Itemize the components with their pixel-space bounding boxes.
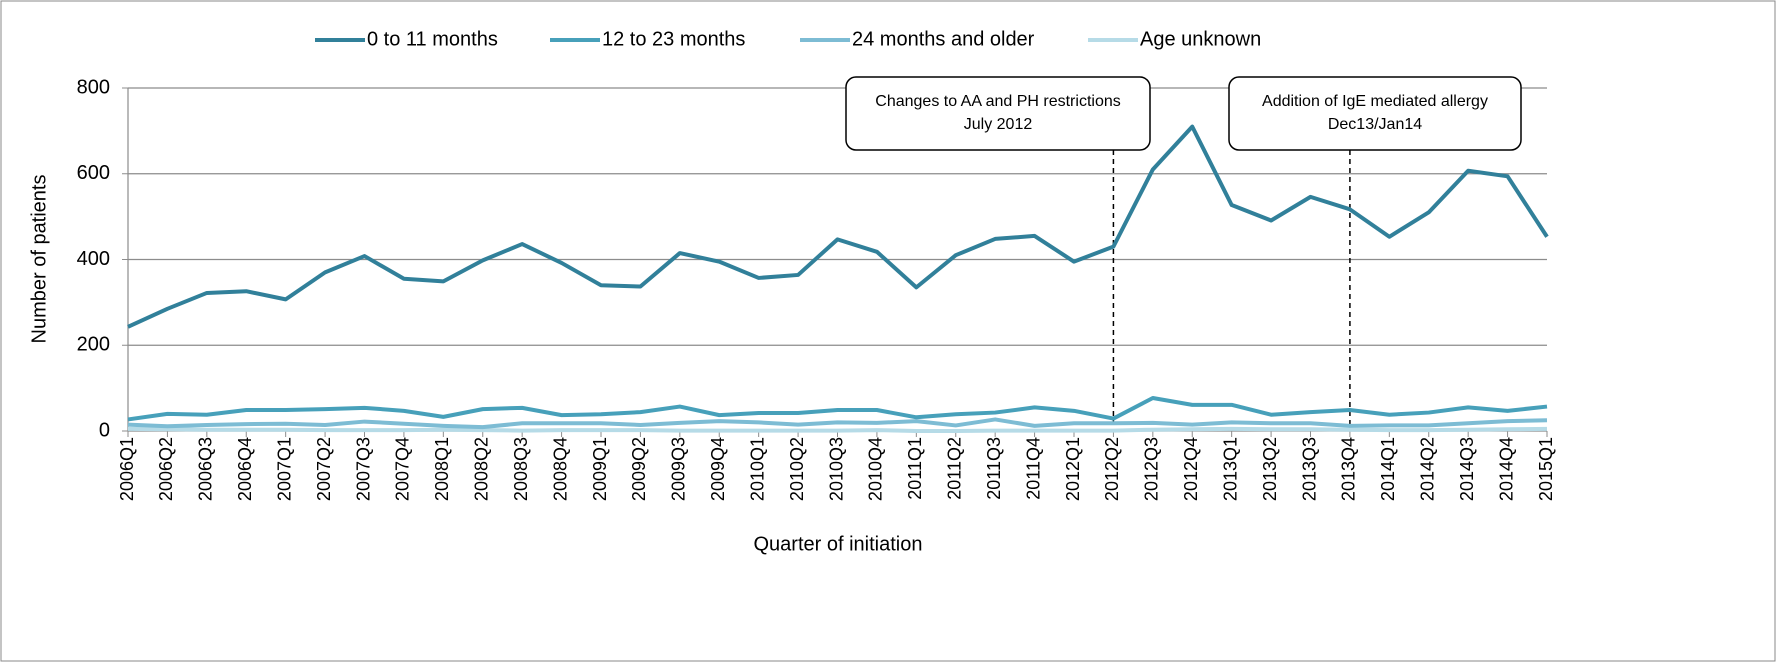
- y-tick-label: 200: [77, 334, 110, 356]
- x-tick-label: 2008Q2: [472, 437, 492, 501]
- annotation-box: [845, 76, 1151, 151]
- legend-label: Age unknown: [1140, 28, 1261, 50]
- x-tick-label: 2009Q2: [629, 437, 649, 501]
- x-tick-label: 2006Q4: [235, 437, 255, 501]
- x-tick-label: 2011Q4: [1023, 437, 1043, 500]
- series-line: [127, 426, 1548, 433]
- x-tick-label: 2008Q3: [511, 437, 531, 501]
- x-tick-label: 2011Q3: [984, 437, 1004, 500]
- y-axis-title: Number of patients: [28, 175, 50, 344]
- x-tick-label: 2013Q3: [1299, 437, 1319, 501]
- x-tick-label: 2011Q2: [945, 437, 965, 500]
- x-tick-label: 2012Q3: [1142, 437, 1162, 501]
- x-tick-label: 2009Q4: [708, 437, 728, 501]
- series-line: [127, 395, 1548, 422]
- x-tick-label: 2012Q4: [1181, 437, 1201, 501]
- x-tick-label: 2013Q1: [1220, 437, 1240, 501]
- x-tick-label: 2007Q1: [274, 437, 294, 501]
- x-tick-label: 2009Q1: [590, 437, 610, 501]
- x-tick-label: 2008Q1: [432, 437, 452, 501]
- x-tick-label: 2012Q1: [1063, 437, 1083, 501]
- legend-label: 24 months and older: [852, 28, 1035, 50]
- x-tick-label: 2007Q2: [314, 437, 334, 501]
- x-tick-label: 2011Q1: [905, 437, 925, 500]
- x-tick-label: 2014Q3: [1457, 437, 1477, 501]
- x-tick-label: 2012Q2: [1102, 437, 1122, 501]
- annotation-text: Changes to AA and PH restrictions: [875, 93, 1120, 110]
- x-tick-label: 2015Q1: [1536, 437, 1556, 501]
- x-axis-title: Quarter of initiation: [754, 533, 923, 555]
- x-tick-label: 2014Q4: [1496, 437, 1516, 501]
- x-tick-label: 2013Q4: [1339, 437, 1359, 501]
- annotation-text: Addition of IgE mediated allergy: [1262, 93, 1488, 110]
- legend-label: 0 to 11 months: [367, 28, 498, 50]
- y-tick-label: 600: [77, 162, 110, 184]
- x-tick-label: 2006Q1: [117, 437, 137, 501]
- series-line: [127, 417, 1548, 430]
- x-tick-label: 2014Q1: [1378, 437, 1398, 501]
- annotation-box: [1228, 76, 1522, 151]
- x-tick-label: 2007Q4: [393, 437, 413, 501]
- y-tick-label: 800: [77, 76, 110, 98]
- x-tick-label: 2007Q3: [353, 437, 373, 501]
- series-line: [127, 124, 1549, 329]
- legend-label: 12 to 23 months: [602, 28, 745, 50]
- x-tick-label: 2013Q2: [1260, 437, 1280, 501]
- x-tick-label: 2009Q3: [669, 437, 689, 501]
- y-tick-label: 0: [99, 419, 110, 441]
- x-tick-label: 2010Q2: [787, 437, 807, 501]
- x-tick-label: 2010Q1: [747, 437, 767, 501]
- x-tick-label: 2006Q3: [196, 437, 216, 501]
- annotation-text: Dec13/Jan14: [1328, 116, 1422, 133]
- x-tick-label: 2008Q4: [550, 437, 570, 501]
- x-tick-label: 2006Q2: [156, 437, 176, 501]
- x-tick-label: 2010Q4: [866, 437, 886, 501]
- annotation-text: July 2012: [964, 116, 1033, 133]
- x-tick-label: 2010Q3: [826, 437, 846, 501]
- y-tick-label: 400: [77, 248, 110, 270]
- x-tick-label: 2014Q2: [1418, 437, 1438, 501]
